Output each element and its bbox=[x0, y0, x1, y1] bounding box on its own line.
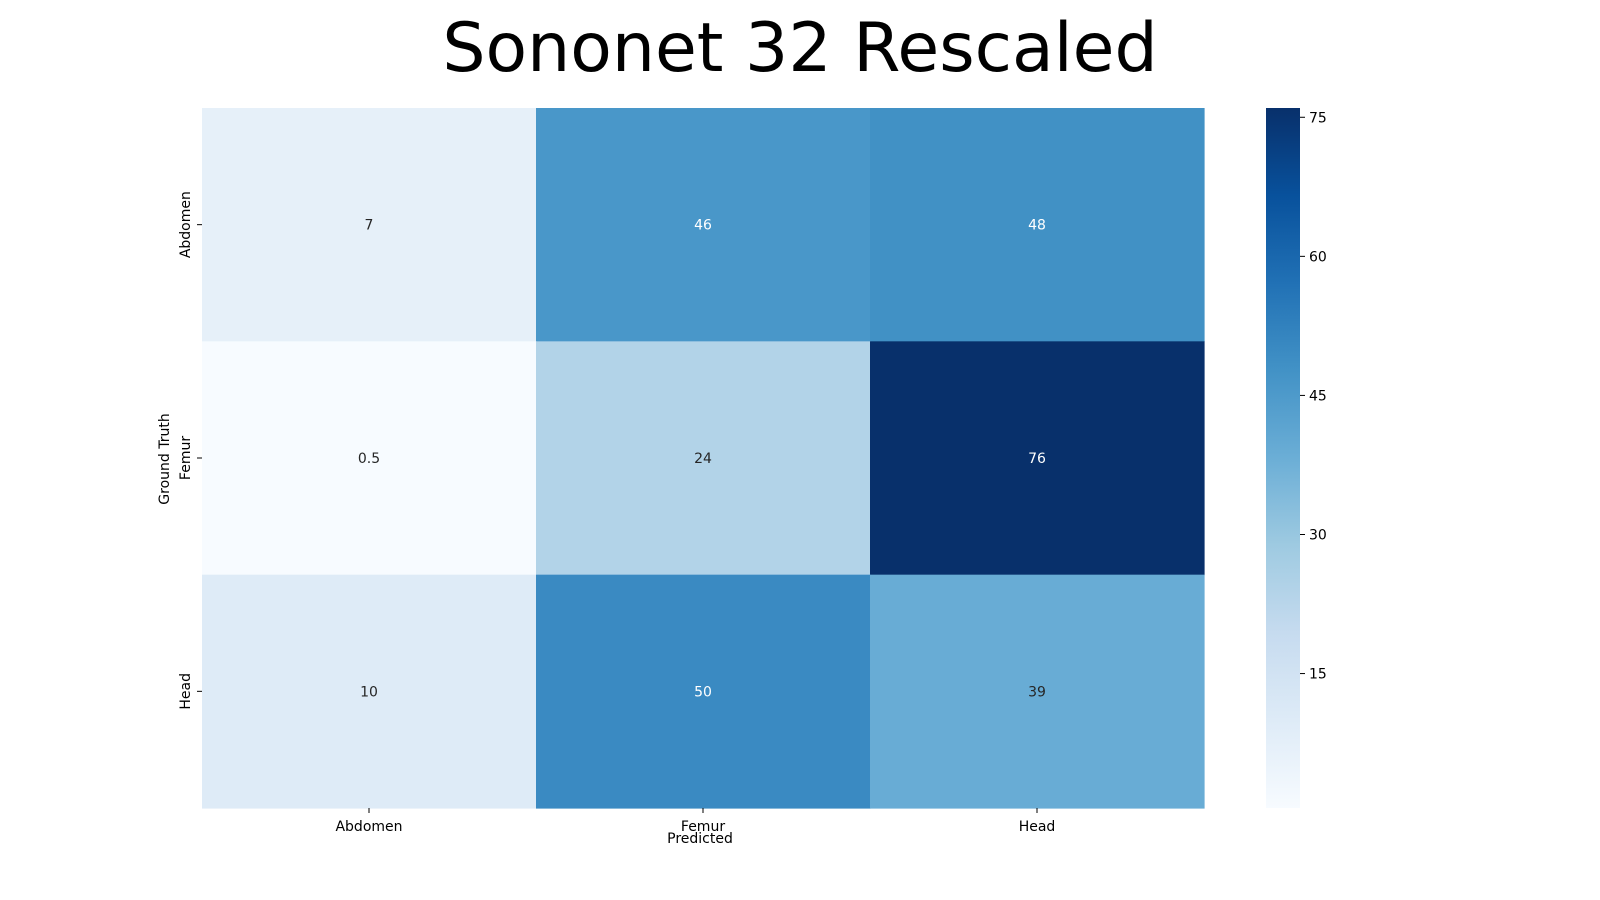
heatmap-cell-label: 39 bbox=[1028, 684, 1046, 700]
colorbar-tick-label: 60 bbox=[1309, 249, 1327, 265]
heatmap-cell-label: 7 bbox=[365, 218, 374, 234]
heatmap-cell-labels: 7 46 48 0.5 24 76 10 50 39 bbox=[358, 218, 1046, 701]
x-tick-label: Abdomen bbox=[335, 819, 402, 835]
colorbar bbox=[1266, 108, 1300, 808]
heatmap-cell bbox=[202, 574, 537, 809]
heatmap-cell-label: 50 bbox=[694, 684, 712, 700]
heatmap-cells bbox=[202, 108, 1205, 809]
x-axis-label: Predicted bbox=[667, 831, 733, 847]
heatmap-cell-label: 46 bbox=[694, 218, 712, 234]
colorbar-tick-label: 45 bbox=[1309, 388, 1327, 404]
heatmap-cell-label: 10 bbox=[360, 684, 378, 700]
colorbar-tick-label: 15 bbox=[1309, 667, 1327, 683]
y-axis-ticks: Abdomen Femur Head bbox=[178, 191, 202, 710]
heatmap-cell bbox=[870, 574, 1205, 809]
colorbar-ticks: 15 30 45 60 75 bbox=[1300, 110, 1327, 683]
heatmap-cell bbox=[536, 341, 871, 576]
x-tick-label: Head bbox=[1019, 819, 1056, 835]
heatmap-cell bbox=[870, 341, 1205, 576]
colorbar-tick-label: 75 bbox=[1309, 110, 1327, 126]
heatmap-cell bbox=[202, 108, 537, 342]
y-tick-label: Head bbox=[178, 673, 194, 710]
heatmap-cell bbox=[202, 341, 537, 576]
heatmap-cell bbox=[536, 108, 871, 342]
heatmap-cell-label: 24 bbox=[694, 451, 712, 467]
y-tick-label: Femur bbox=[178, 436, 194, 480]
y-tick-label: Abdomen bbox=[178, 191, 194, 258]
x-tick-label: Femur bbox=[681, 819, 725, 835]
y-axis-label: Ground Truth bbox=[157, 413, 173, 504]
heatmap-cell bbox=[870, 108, 1205, 342]
x-axis-ticks: Abdomen Femur Head bbox=[335, 808, 1055, 835]
colorbar-tick-label: 30 bbox=[1309, 527, 1327, 543]
heatmap-cell-label: 0.5 bbox=[358, 451, 380, 467]
heatmap-cell-label: 48 bbox=[1028, 218, 1046, 234]
chart-title: Sononet 32 Rescaled bbox=[442, 9, 1157, 88]
heatmap-cell bbox=[536, 574, 871, 809]
heatmap-cell-label: 76 bbox=[1028, 451, 1046, 467]
